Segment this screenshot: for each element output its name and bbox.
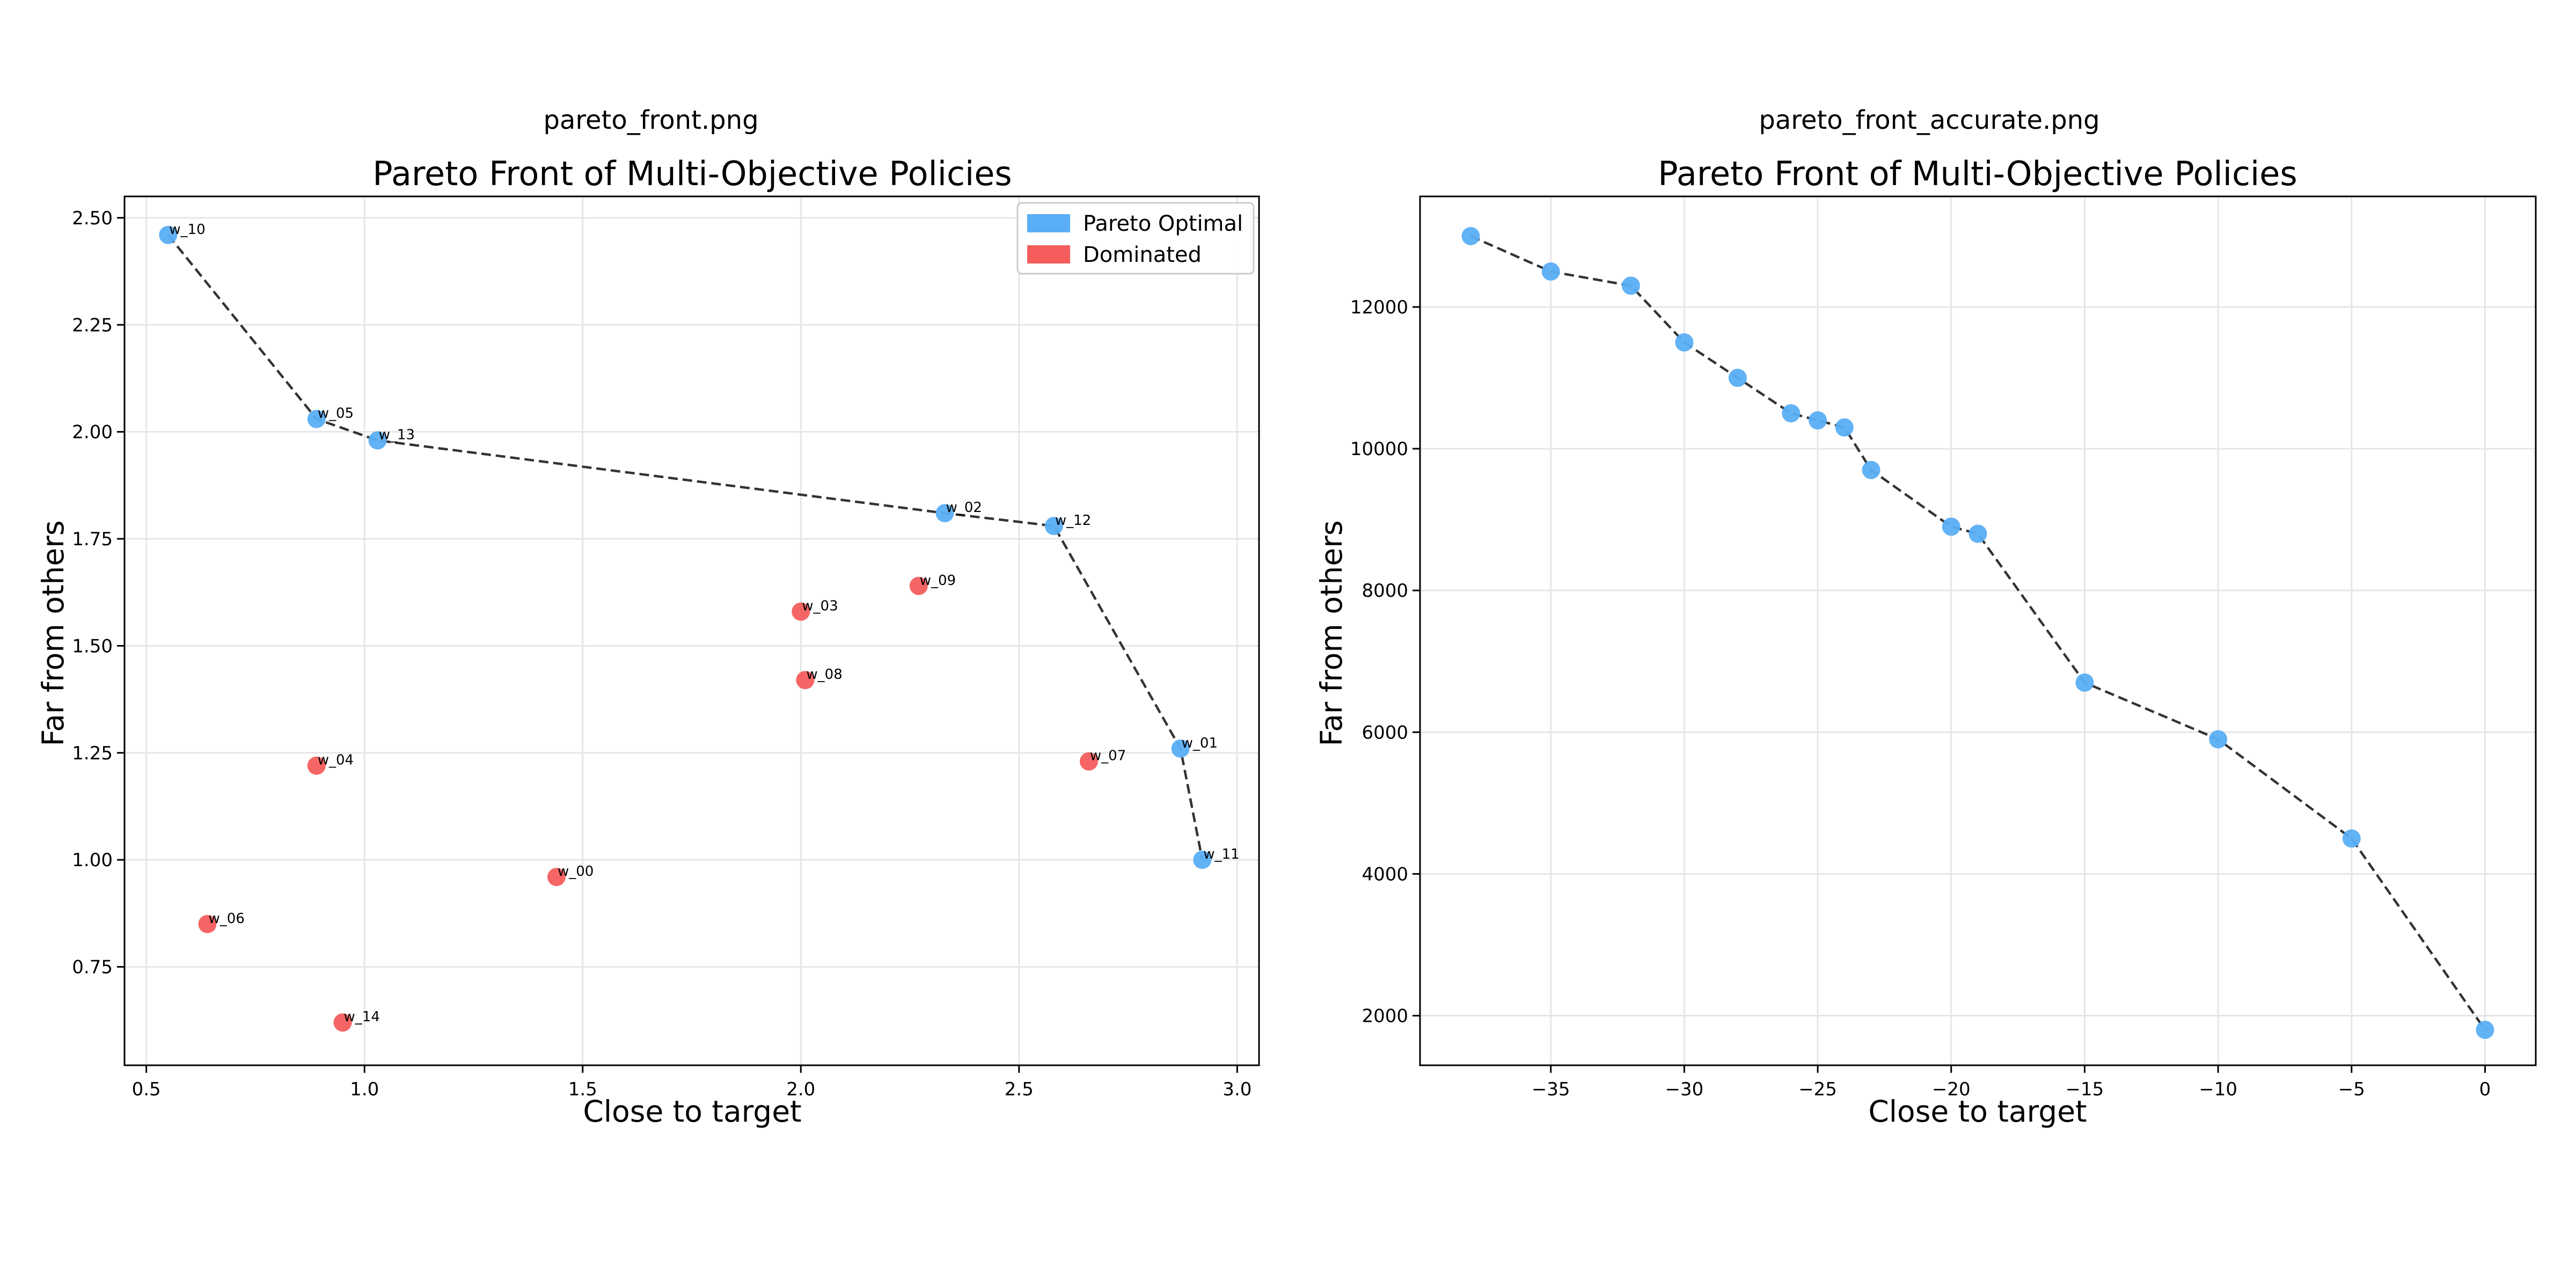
data-point: [1835, 418, 1854, 437]
plot-area: −35 −30 −25 −20 −15 −10 −5 0 2000 4000 6000 8000 100…: [1350, 195, 2537, 1100]
data-point: [1862, 460, 1880, 479]
data-point: [1621, 276, 1640, 295]
x-tick-label: −25: [1798, 1079, 1837, 1100]
point-label: w_06: [208, 911, 244, 927]
legend: Pareto Optimal Dominated: [1016, 202, 1255, 275]
panel-caption: pareto_front.png: [543, 105, 758, 135]
panel-pareto-front: pareto_front.png Pareto Front of Multi-O…: [36, 105, 1260, 1129]
legend-swatch: [1027, 214, 1070, 232]
data-point: [1541, 262, 1560, 281]
x-tick-label: −10: [2199, 1079, 2237, 1100]
point-label: w_03: [802, 598, 838, 614]
legend-label: Pareto Optimal: [1083, 211, 1243, 236]
point-label: w_05: [318, 406, 354, 422]
data-point: [1728, 369, 1747, 387]
legend-swatch: [1027, 245, 1070, 264]
data-point: [1193, 851, 1212, 869]
x-tick-label: 0: [2479, 1079, 2491, 1100]
data-point: [1809, 411, 1827, 430]
plot-frame: [123, 195, 1260, 1066]
point-label: w_14: [344, 1009, 380, 1025]
y-tick-label: 8000: [1362, 580, 1408, 602]
y-tick-label: 2.50: [72, 208, 113, 229]
y-tick-label: 1.50: [72, 635, 113, 657]
legend-box: [1016, 202, 1255, 275]
chart-title: Pareto Front of Multi-Objective Policies: [1658, 154, 2297, 193]
point-label: w_02: [946, 500, 982, 516]
plot-area: 0.5 1.0 1.5 2.0 2.5 3.0 0.75 1.00 1.25 1.50 1.75 2.…: [72, 195, 1260, 1100]
point-label: w_10: [169, 222, 205, 238]
data-point: [2342, 829, 2361, 848]
data-point: [1079, 752, 1098, 771]
x-tick-label: 1.5: [568, 1079, 597, 1100]
data-point: [307, 409, 326, 428]
data-point: [1171, 739, 1190, 758]
data-point: [368, 431, 387, 450]
data-point: [1461, 226, 1480, 245]
y-tick-label: 2.25: [72, 314, 113, 336]
data-point: [1675, 333, 1694, 352]
x-tick-label: −5: [2338, 1079, 2365, 1100]
data-point: [159, 225, 178, 244]
x-tick-label: −30: [1665, 1079, 1704, 1100]
x-tick-label: 0.5: [132, 1079, 161, 1100]
data-point: [2209, 730, 2228, 749]
point-label: w_01: [1182, 735, 1218, 751]
y-tick-label: 1.25: [72, 743, 113, 764]
data-point: [796, 671, 815, 690]
y-tick-label: 0.75: [72, 957, 113, 978]
y-tick-label: 1.00: [72, 850, 113, 871]
data-point: [2476, 1020, 2494, 1039]
x-tick-label: 3.0: [1223, 1079, 1252, 1100]
data-point: [198, 914, 217, 933]
x-tick-label: −15: [2066, 1079, 2104, 1100]
panel-pareto-front-accurate: pareto_front_accurate.png Pareto Front o…: [1314, 105, 2537, 1129]
point-label: w_07: [1090, 748, 1126, 764]
x-tick-label: 1.0: [350, 1079, 379, 1100]
data-point: [1782, 404, 1801, 423]
y-tick-label: 10000: [1350, 438, 1408, 460]
data-point: [2075, 673, 2094, 692]
x-tick-label: 2.5: [1005, 1079, 1034, 1100]
point-label: w_04: [318, 752, 354, 769]
y-tick-label: 4000: [1362, 863, 1408, 885]
chart-title: Pareto Front of Multi-Objective Policies: [372, 154, 1012, 193]
x-tick-label: 2.0: [786, 1079, 815, 1100]
panel-caption: pareto_front_accurate.png: [1759, 105, 2099, 135]
y-tick-label: 12000: [1350, 297, 1408, 318]
data-point: [935, 504, 954, 523]
y-tick-label: 2000: [1362, 1006, 1408, 1027]
data-point: [909, 576, 928, 595]
data-point: [1942, 517, 1960, 536]
data-point: [333, 1013, 352, 1032]
y-tick-label: 1.75: [72, 529, 113, 550]
data-point: [547, 868, 566, 887]
y-tick-label: 2.00: [72, 422, 113, 443]
point-label: w_08: [806, 667, 842, 683]
x-axis-label: Close to target: [1868, 1094, 2087, 1129]
data-point: [1968, 524, 1987, 543]
point-label: w_13: [379, 427, 415, 443]
y-tick-label: 6000: [1362, 722, 1408, 743]
x-tick-label: −20: [1932, 1079, 1971, 1100]
data-point: [307, 756, 326, 775]
point-label: w_12: [1055, 513, 1091, 529]
data-point: [792, 602, 810, 621]
point-label: w_00: [558, 863, 594, 880]
data-point: [1044, 517, 1063, 536]
point-label: w_09: [920, 573, 956, 589]
legend-label: Dominated: [1083, 243, 1202, 267]
y-axis-label: Far from others: [36, 520, 70, 746]
pareto-front-line: [1470, 235, 2486, 1031]
x-axis-label: Close to target: [583, 1094, 801, 1129]
x-tick-label: −35: [1532, 1079, 1570, 1100]
plot-frame: [1419, 195, 2537, 1066]
y-axis-label: Far from others: [1314, 520, 1349, 746]
point-label: w_11: [1203, 846, 1239, 862]
